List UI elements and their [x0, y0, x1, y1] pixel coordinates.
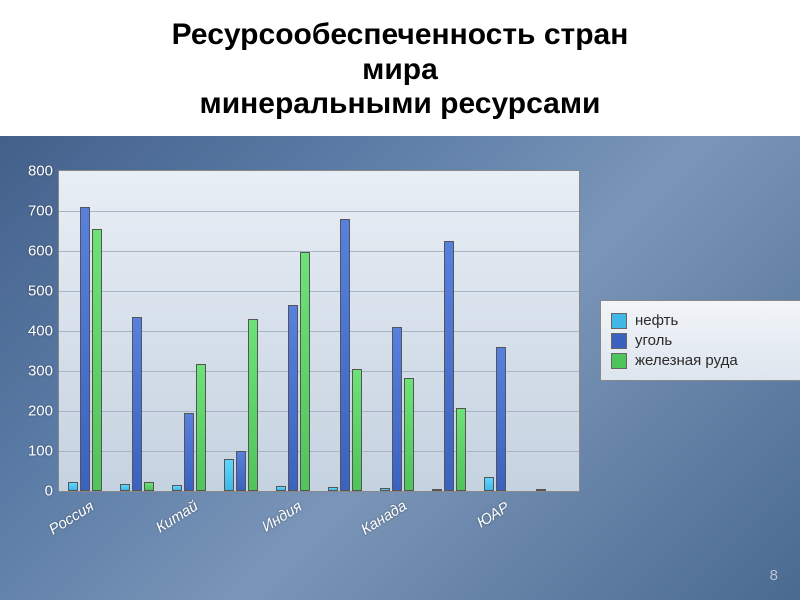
y-tick-label: 600 [28, 243, 53, 260]
legend-swatch-icon [611, 333, 627, 349]
bar [340, 219, 350, 491]
bar [184, 413, 194, 491]
legend-item: уголь [611, 332, 796, 349]
y-tick-label: 400 [28, 323, 53, 340]
bar [484, 477, 494, 491]
bar [456, 408, 466, 491]
chart: 0100200300400500600700800 Россия Китай Инд… [10, 170, 790, 570]
bar [444, 241, 454, 491]
y-tick-label: 800 [28, 163, 53, 180]
bar [196, 364, 206, 491]
grid-line [59, 291, 579, 292]
y-tick-label: 200 [28, 403, 53, 420]
title-line-2: мира [362, 53, 438, 86]
legend-swatch-icon [611, 353, 627, 369]
legend-label: железная руда [635, 352, 738, 369]
category-axis: РоссияКитайИндияКанадаЮАР [58, 490, 578, 560]
page-title: Ресурсообеспеченность стран мира минерал… [10, 18, 790, 122]
legend-label: нефть [635, 312, 678, 329]
plot-area: 0100200300400500600700800 [58, 170, 580, 492]
legend-item: нефть [611, 312, 796, 329]
y-tick-label: 300 [28, 363, 53, 380]
y-tick-label: 100 [28, 443, 53, 460]
legend-swatch-icon [611, 313, 627, 329]
bar [92, 229, 102, 491]
legend-label: уголь [635, 332, 672, 349]
category-label: ЮАР [474, 498, 512, 531]
y-tick-label: 700 [28, 203, 53, 220]
grid-line [59, 251, 579, 252]
grid-line [59, 211, 579, 212]
title-band: Ресурсообеспеченность стран мира минерал… [0, 0, 800, 136]
bar [300, 252, 310, 491]
y-tick-label: 0 [45, 483, 53, 500]
title-line-1: Ресурсообеспеченность стран [172, 18, 629, 51]
bar [132, 317, 142, 491]
category-label: Индия [259, 498, 305, 536]
legend: нефть уголь железная руда [600, 300, 800, 381]
slide: Ресурсообеспеченность стран мира минерал… [0, 0, 800, 600]
legend-item: железная руда [611, 352, 796, 369]
bar [496, 347, 506, 491]
bar [404, 378, 414, 491]
y-tick-label: 500 [28, 283, 53, 300]
category-label: Китай [153, 498, 201, 537]
bar [352, 369, 362, 491]
bar [80, 207, 90, 491]
bar [288, 305, 298, 491]
bar [224, 459, 234, 491]
category-label: Канада [358, 498, 410, 539]
bar [392, 327, 402, 491]
category-label: Россия [46, 498, 97, 539]
bar [236, 451, 246, 491]
bar [248, 319, 258, 491]
page-number: 8 [770, 567, 778, 584]
title-line-3: минеральными ресурсами [200, 87, 601, 120]
